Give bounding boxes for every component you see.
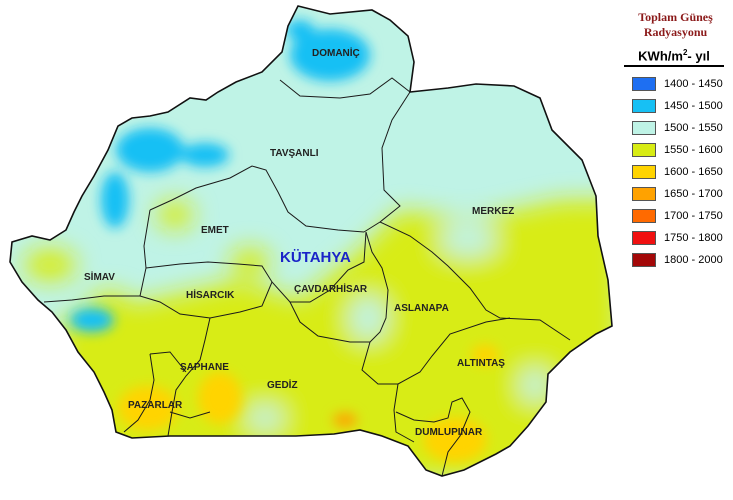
legend-row: 1400 - 1450 <box>632 73 733 95</box>
label-pazarlar: PAZARLAR <box>128 400 183 411</box>
legend-swatch <box>632 121 656 136</box>
legend-row: 1600 - 1650 <box>632 161 733 183</box>
legend-title-line1: Toplam Güneş <box>638 10 713 24</box>
legend-unit: KWh/m2- yıl <box>624 48 724 68</box>
legend-range-label: 1600 - 1650 <box>664 166 723 179</box>
legend-row: 1800 - 2000 <box>632 249 733 271</box>
legend-swatch <box>632 253 656 268</box>
label-dumlupinar: DUMLUPINAR <box>415 427 483 438</box>
legend-classes: 1400 - 1450 1450 - 1500 1500 - 1550 1550… <box>618 73 733 271</box>
legend-unit-sup: 2 <box>682 48 688 57</box>
label-emet: EMET <box>201 225 229 236</box>
legend-swatch <box>632 187 656 202</box>
legend-swatch <box>632 99 656 114</box>
legend-unit-suffix: - yıl <box>687 48 710 64</box>
legend-row: 1450 - 1500 <box>632 95 733 117</box>
legend-range-label: 1400 - 1450 <box>664 78 723 91</box>
legend-unit-prefix: KWh/m <box>638 48 683 64</box>
legend-range-label: 1650 - 1700 <box>664 188 723 201</box>
label-city-kutahya: KÜTAHYA <box>280 249 351 266</box>
legend-swatch <box>632 77 656 92</box>
label-altintas: ALTINTAŞ <box>457 358 505 369</box>
district-boundaries <box>43 77 571 477</box>
legend: Toplam Güneş Radyasyonu KWh/m2- yıl 1400… <box>618 10 733 271</box>
label-tavsanli: TAVŞANLI <box>270 148 319 159</box>
legend-swatch <box>632 143 656 158</box>
legend-row: 1750 - 1800 <box>632 227 733 249</box>
legend-swatch <box>632 209 656 224</box>
legend-range-label: 1550 - 1600 <box>664 144 723 157</box>
label-domanic: DOMANİÇ <box>312 46 360 59</box>
label-saphane: ŞAPHANE <box>180 362 229 373</box>
legend-range-label: 1750 - 1800 <box>664 232 723 245</box>
label-aslanapa: ASLANAPA <box>394 303 449 314</box>
province-boundary <box>9 5 613 477</box>
legend-row: 1550 - 1600 <box>632 139 733 161</box>
legend-range-label: 1700 - 1750 <box>664 210 723 223</box>
label-hisarcik: HİSARCIK <box>186 288 235 301</box>
legend-range-label: 1450 - 1500 <box>664 100 723 113</box>
legend-swatch <box>632 231 656 246</box>
label-simav: SİMAV <box>84 270 115 283</box>
legend-title-line2: Radyasyonu <box>643 25 708 39</box>
legend-row: 1650 - 1700 <box>632 183 733 205</box>
legend-row: 1500 - 1550 <box>632 117 733 139</box>
legend-swatch <box>632 165 656 180</box>
legend-row: 1700 - 1750 <box>632 205 733 227</box>
legend-range-label: 1800 - 2000 <box>664 254 723 267</box>
legend-range-label: 1500 - 1550 <box>664 122 723 135</box>
label-merkez: MERKEZ <box>472 206 514 217</box>
label-cavdarhisar: ÇAVDARHİSAR <box>294 282 368 295</box>
label-gediz: GEDİZ <box>267 378 298 391</box>
